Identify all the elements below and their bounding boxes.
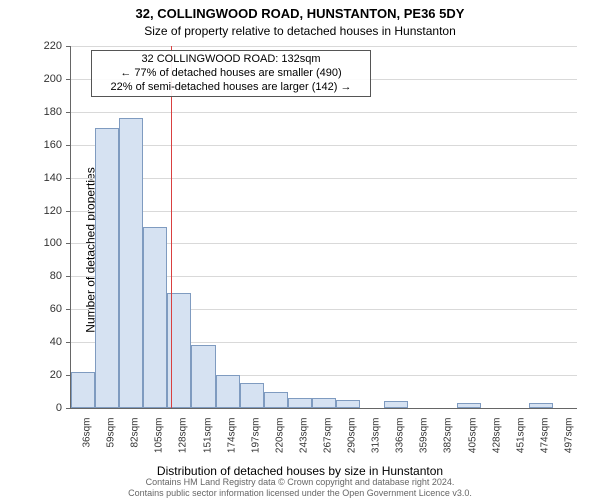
y-tick-label: 80 — [0, 270, 68, 282]
x-tick-label: 290sqm — [347, 418, 358, 468]
bar — [264, 392, 288, 408]
bar — [143, 227, 167, 408]
x-axis-label: Distribution of detached houses by size … — [0, 464, 600, 478]
y-tick-label: 20 — [0, 369, 68, 381]
y-tick-label: 220 — [0, 40, 68, 52]
bar — [119, 118, 143, 408]
footer: Contains HM Land Registry data © Crown c… — [0, 477, 600, 498]
x-tick-label: 359sqm — [419, 418, 430, 468]
x-tick-label: 336sqm — [395, 418, 406, 468]
reference-line — [171, 46, 172, 408]
annotation-line: 22% of semi-detached houses are larger (… — [96, 81, 366, 95]
x-tick-label: 313sqm — [371, 418, 382, 468]
gridline — [71, 145, 577, 146]
gridline — [71, 211, 577, 212]
x-tick-label: 267sqm — [323, 418, 334, 468]
x-tick-label: 451sqm — [515, 418, 526, 468]
x-tick-label: 474sqm — [539, 418, 550, 468]
y-tick-label: 0 — [0, 402, 68, 414]
x-tick-label: 82sqm — [130, 418, 141, 468]
x-tick-label: 220sqm — [274, 418, 285, 468]
bar — [71, 372, 95, 408]
title-main: 32, COLLINGWOOD ROAD, HUNSTANTON, PE36 5… — [0, 6, 600, 21]
title-sub: Size of property relative to detached ho… — [0, 24, 600, 38]
x-tick-label: 497sqm — [563, 418, 574, 468]
bar — [384, 401, 408, 408]
x-tick-label: 105sqm — [154, 418, 165, 468]
bar — [288, 398, 312, 408]
x-tick-label: 405sqm — [467, 418, 478, 468]
bar — [240, 383, 264, 408]
y-tick-label: 40 — [0, 336, 68, 348]
bar — [312, 398, 336, 408]
annotation-line: 32 COLLINGWOOD ROAD: 132sqm — [96, 53, 366, 67]
gridline — [71, 46, 577, 47]
bar — [457, 403, 481, 408]
x-tick-label: 36sqm — [82, 418, 93, 468]
x-tick-label: 428sqm — [491, 418, 502, 468]
x-tick-label: 243sqm — [298, 418, 309, 468]
figure: 32, COLLINGWOOD ROAD, HUNSTANTON, PE36 5… — [0, 0, 600, 500]
bar — [216, 375, 240, 408]
x-tick-label: 59sqm — [106, 418, 117, 468]
annotation-box: 32 COLLINGWOOD ROAD: 132sqm ← 77% of det… — [91, 50, 371, 97]
y-tick-label: 140 — [0, 172, 68, 184]
x-tick-label: 174sqm — [226, 418, 237, 468]
x-tick-label: 382sqm — [443, 418, 454, 468]
x-tick-label: 128sqm — [178, 418, 189, 468]
x-tick-label: 151sqm — [202, 418, 213, 468]
bar — [191, 345, 215, 408]
chart-area: 36sqm59sqm82sqm105sqm128sqm151sqm174sqm1… — [70, 46, 577, 409]
y-tick-label: 200 — [0, 73, 68, 85]
y-tick-label: 100 — [0, 237, 68, 249]
y-tick-label: 120 — [0, 205, 68, 217]
y-tick-label: 60 — [0, 303, 68, 315]
gridline — [71, 112, 577, 113]
gridline — [71, 178, 577, 179]
y-tick-label: 160 — [0, 139, 68, 151]
x-tick-label: 197sqm — [250, 418, 261, 468]
footer-line: Contains public sector information licen… — [0, 488, 600, 498]
y-tick-label: 180 — [0, 106, 68, 118]
bar — [95, 128, 119, 408]
annotation-line: ← 77% of detached houses are smaller (49… — [96, 67, 366, 81]
bar — [529, 403, 553, 408]
footer-line: Contains HM Land Registry data © Crown c… — [0, 477, 600, 487]
bar — [336, 400, 360, 408]
